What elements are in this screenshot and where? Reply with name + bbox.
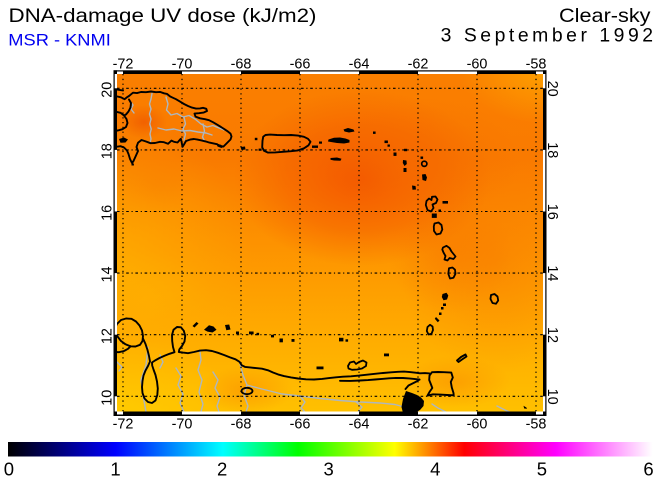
svg-text:-62: -62 (408, 416, 429, 432)
svg-text:18: 18 (99, 143, 115, 159)
svg-text:DNA-damage UV dose (kJ/m2): DNA-damage UV dose (kJ/m2) (9, 5, 317, 27)
svg-text:-68: -68 (231, 416, 252, 432)
svg-text:12: 12 (99, 328, 115, 344)
svg-text:-64: -64 (349, 56, 370, 72)
svg-text:6: 6 (643, 458, 653, 479)
svg-text:18: 18 (544, 142, 560, 158)
svg-text:4: 4 (430, 458, 440, 479)
svg-text:MSR - KNMI: MSR - KNMI (8, 31, 110, 50)
svg-text:20: 20 (544, 81, 560, 97)
svg-text:5: 5 (537, 458, 547, 479)
svg-text:-58: -58 (526, 416, 547, 432)
svg-text:-60: -60 (467, 56, 488, 72)
svg-text:Clear-sky: Clear-sky (559, 5, 651, 27)
svg-text:16: 16 (99, 205, 115, 221)
svg-text:-72: -72 (113, 416, 134, 432)
svg-text:16: 16 (544, 204, 560, 220)
svg-text:-64: -64 (349, 416, 370, 432)
svg-text:1: 1 (110, 458, 120, 479)
svg-text:12: 12 (544, 327, 560, 343)
svg-text:-66: -66 (290, 56, 311, 72)
svg-text:3: 3 (324, 458, 334, 479)
svg-text:10: 10 (544, 389, 560, 405)
svg-text:10: 10 (99, 390, 115, 406)
svg-text:-66: -66 (290, 416, 311, 432)
svg-text:20: 20 (99, 82, 115, 98)
svg-text:-68: -68 (231, 56, 252, 72)
svg-text:2: 2 (217, 458, 227, 479)
svg-text:-60: -60 (467, 416, 488, 432)
svg-text:-62: -62 (408, 56, 429, 72)
svg-text:14: 14 (544, 265, 560, 281)
svg-text:0: 0 (4, 458, 14, 479)
svg-text:-72: -72 (113, 56, 134, 72)
svg-text:14: 14 (99, 266, 115, 282)
svg-text:-70: -70 (172, 56, 193, 72)
svg-text:3 September 1992: 3 September 1992 (441, 25, 653, 47)
svg-text:-58: -58 (526, 56, 547, 72)
svg-text:-70: -70 (172, 416, 193, 432)
